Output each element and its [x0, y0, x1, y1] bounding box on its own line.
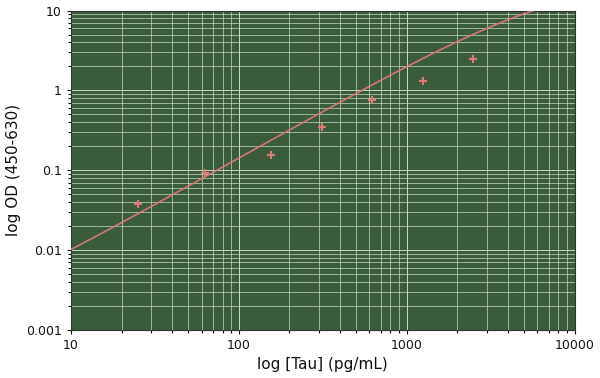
- Y-axis label: log OD (450-630): log OD (450-630): [5, 104, 20, 236]
- X-axis label: log [Tau] (pg/mL): log [Tau] (pg/mL): [257, 358, 388, 372]
